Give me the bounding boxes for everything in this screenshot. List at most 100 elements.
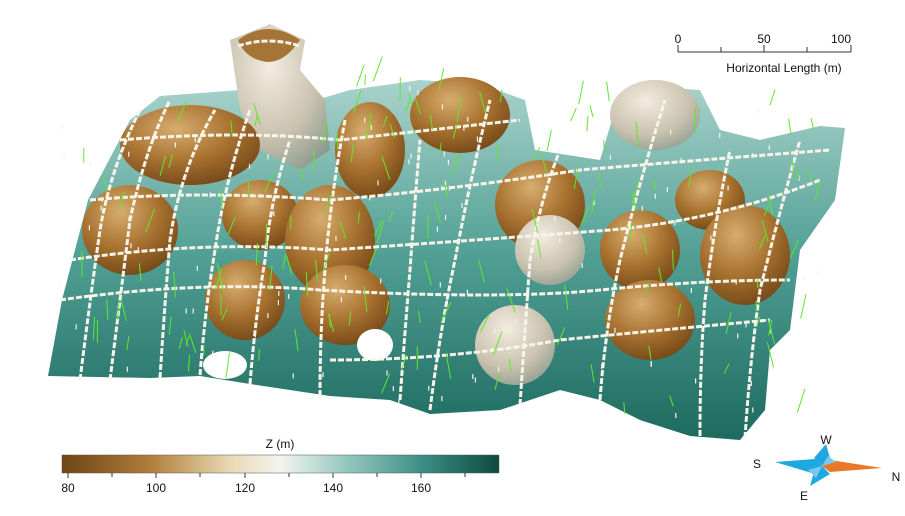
green-tick [631,178,640,204]
green-tick [168,316,172,335]
green-tick [385,300,390,315]
green-tick [440,302,452,323]
green-tick [118,191,125,210]
green-tick [352,89,362,113]
compass-label-west: W [820,433,832,447]
green-tick [185,333,191,345]
green-tick [299,167,304,180]
green-tick [305,272,308,297]
green-tick [492,331,503,355]
compass-arm-north [822,460,882,472]
green-tick [381,373,391,394]
green-tick [414,98,422,116]
scale-tick-label: 0 [675,32,682,46]
scale-tick-label: 50 [757,32,771,46]
compass-label-north: N [892,470,901,484]
green-tick [138,263,142,282]
green-tick [586,116,589,132]
green-tick [598,172,603,190]
green-tick [433,201,441,223]
green-tick [533,147,541,160]
green-tick [355,64,365,87]
green-tick [800,294,807,319]
green-tick [480,314,490,333]
green-tick [321,253,330,274]
green-tick [282,253,287,269]
compass-icon: N S E W [753,433,900,503]
green-tick [629,223,633,242]
green-tick [506,287,516,313]
compass-label-south: S [753,457,761,471]
green-tick [590,364,595,383]
green-tick [688,165,693,187]
green-tick [400,354,407,371]
green-tick [669,395,674,407]
green-tick [672,249,674,271]
green-tick [635,122,640,148]
green-tick [623,402,626,414]
green-tick [541,155,548,175]
green-tick [372,56,383,82]
green-tick [631,192,638,211]
colorbar-tick-label: 160 [411,481,431,495]
green-tick [578,80,584,105]
green-tick [445,353,452,379]
green-tick [405,98,411,113]
compass-facet [808,466,822,478]
green-tick [368,248,377,267]
green-tick [220,189,223,209]
green-tick [456,97,462,123]
green-tick [227,216,236,235]
green-tick [382,115,388,127]
green-tick [430,115,433,131]
green-tick [792,160,794,174]
green-tick [216,262,223,287]
green-tick [221,308,228,321]
colorbar-ramp [61,454,500,474]
colorbar-tick-label: 140 [323,481,343,495]
green-tick [286,255,293,275]
colorbar: Z (m) 80 100 120 140 160 [61,437,500,495]
green-tick [580,204,591,225]
green-tick [768,194,774,217]
green-tick [294,329,299,352]
green-tick [374,220,383,237]
green-tick [363,286,368,312]
green-tick [339,221,347,240]
green-tick [810,118,814,130]
green-tick [178,337,183,350]
green-tick [591,189,596,214]
green-tick [254,114,258,126]
green-tick [328,314,331,328]
colorbar-tick-label: 80 [61,481,75,495]
green-tick [376,221,385,244]
green-tick [725,312,732,334]
green-tick [427,215,429,239]
green-tick [557,327,566,345]
green-tick [570,107,577,122]
green-tick [606,81,610,102]
green-tick [230,120,233,137]
green-tick [589,105,594,118]
green-tick [388,211,394,222]
green-tick [350,143,354,163]
compass-label-east: E [800,489,808,503]
green-tick [790,239,799,258]
green-tick [478,259,485,283]
green-tick [255,243,258,266]
green-tick [479,91,487,114]
green-tick [796,168,800,179]
green-tick [145,208,156,233]
green-tick [658,267,663,282]
green-tick [564,284,569,311]
green-tick [187,354,190,372]
green-tick [106,299,109,321]
green-tick [258,349,260,361]
green-tick [756,277,759,289]
compass-facet [822,456,836,466]
colorbar-title: Z (m) [266,437,295,451]
green-tick [452,124,458,139]
green-tick [253,103,261,125]
green-tick [225,352,230,378]
green-tick [499,89,503,102]
